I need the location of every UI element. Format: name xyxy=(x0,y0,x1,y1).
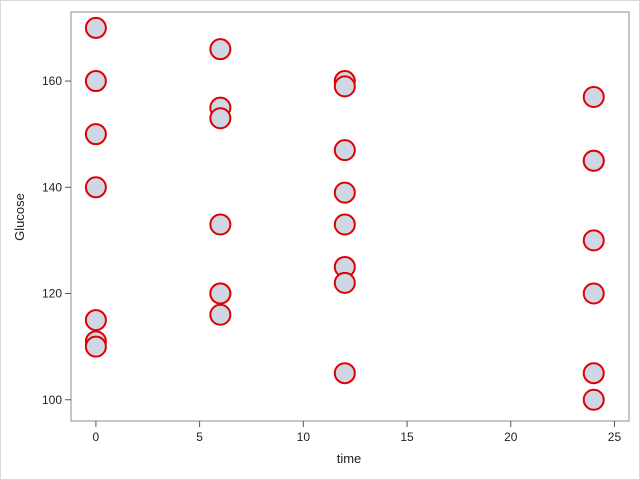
data-point xyxy=(333,181,356,204)
data-point xyxy=(84,335,107,358)
x-tick-label: 25 xyxy=(608,430,622,444)
x-axis-label: time xyxy=(337,451,362,466)
y-tick-label: 100 xyxy=(42,393,62,407)
y-tick-label: 160 xyxy=(42,74,62,88)
y-tick-label: 120 xyxy=(42,287,62,301)
y-axis-label: Glucose xyxy=(12,193,27,241)
data-point xyxy=(84,16,107,39)
data-point xyxy=(209,303,232,326)
data-point xyxy=(333,362,356,385)
data-point xyxy=(582,282,605,305)
data-point xyxy=(333,213,356,236)
y-axis: 100 120 140 160 xyxy=(42,74,71,407)
data-point xyxy=(582,149,605,172)
x-tick-label: 0 xyxy=(93,430,100,444)
data-point xyxy=(333,139,356,162)
x-tick-label: 15 xyxy=(400,430,414,444)
data-point xyxy=(84,176,107,199)
data-point xyxy=(84,123,107,146)
data-points xyxy=(84,16,605,411)
data-point xyxy=(582,85,605,108)
x-tick-label: 5 xyxy=(196,430,203,444)
data-point xyxy=(84,309,107,332)
data-point xyxy=(333,75,356,98)
x-axis: 0 5 10 15 20 25 xyxy=(93,421,622,444)
data-point xyxy=(582,362,605,385)
x-tick-label: 20 xyxy=(504,430,518,444)
data-point xyxy=(84,70,107,93)
x-tick-label: 10 xyxy=(297,430,311,444)
data-point xyxy=(209,213,232,236)
data-point xyxy=(582,388,605,411)
data-point xyxy=(333,271,356,294)
data-point xyxy=(209,107,232,130)
y-tick-label: 140 xyxy=(42,180,62,194)
data-point xyxy=(209,282,232,305)
data-point xyxy=(209,38,232,61)
data-point xyxy=(582,229,605,252)
